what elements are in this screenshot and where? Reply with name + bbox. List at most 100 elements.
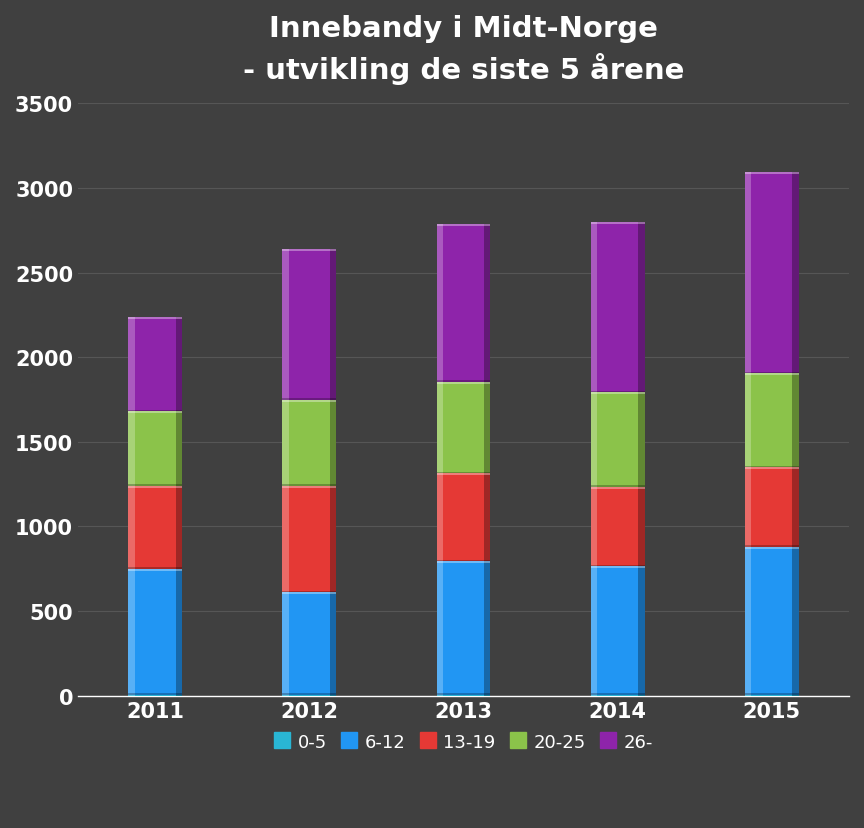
Bar: [436, 695, 443, 696]
Bar: [283, 400, 336, 486]
Bar: [128, 486, 135, 569]
Bar: [792, 695, 799, 696]
Bar: [638, 566, 645, 695]
Bar: [591, 391, 645, 392]
Bar: [792, 547, 799, 695]
Bar: [745, 546, 799, 547]
Bar: [745, 468, 799, 469]
Bar: [175, 317, 182, 412]
Bar: [330, 249, 336, 400]
Bar: [283, 593, 336, 695]
Bar: [745, 173, 799, 175]
Legend: 0-5, 6-12, 13-19, 20-25, 26-: 0-5, 6-12, 13-19, 20-25, 26-: [267, 725, 660, 758]
Bar: [283, 486, 336, 593]
Bar: [128, 568, 182, 569]
Bar: [283, 249, 336, 252]
Bar: [128, 569, 182, 695]
Bar: [128, 569, 182, 571]
Bar: [436, 561, 491, 564]
Bar: [128, 695, 135, 696]
Bar: [128, 317, 182, 320]
Bar: [484, 225, 491, 383]
Bar: [330, 400, 336, 486]
Bar: [591, 695, 645, 696]
Bar: [283, 486, 289, 593]
Bar: [128, 412, 135, 486]
Bar: [283, 695, 289, 696]
Bar: [128, 485, 182, 486]
Bar: [283, 486, 336, 489]
Bar: [330, 593, 336, 695]
Bar: [436, 474, 491, 475]
Bar: [128, 412, 182, 486]
Bar: [128, 695, 182, 696]
Bar: [436, 383, 443, 474]
Bar: [283, 694, 336, 695]
Bar: [283, 593, 336, 595]
Bar: [745, 173, 752, 374]
Bar: [128, 486, 182, 569]
Bar: [175, 486, 182, 569]
Bar: [436, 225, 491, 383]
Bar: [175, 412, 182, 486]
Bar: [591, 392, 597, 487]
Bar: [591, 486, 645, 487]
Bar: [484, 474, 491, 561]
Bar: [283, 485, 336, 486]
Bar: [591, 223, 645, 224]
Bar: [591, 695, 597, 696]
Bar: [128, 412, 182, 414]
Bar: [283, 249, 289, 400]
Bar: [745, 373, 799, 374]
Bar: [745, 468, 752, 547]
Bar: [436, 225, 443, 383]
Bar: [792, 173, 799, 374]
Bar: [128, 411, 182, 412]
Bar: [330, 486, 336, 593]
Bar: [484, 695, 491, 696]
Bar: [591, 566, 597, 695]
Bar: [436, 383, 491, 384]
Bar: [745, 374, 799, 468]
Bar: [745, 694, 799, 695]
Bar: [283, 400, 289, 486]
Bar: [330, 695, 336, 696]
Bar: [484, 383, 491, 474]
Bar: [436, 474, 491, 561]
Bar: [436, 560, 491, 561]
Bar: [283, 400, 336, 402]
Bar: [283, 695, 336, 696]
Bar: [745, 695, 752, 696]
Bar: [436, 472, 491, 474]
Bar: [436, 561, 491, 695]
Bar: [638, 695, 645, 696]
Bar: [128, 569, 135, 695]
Bar: [436, 694, 491, 695]
Bar: [436, 695, 491, 696]
Bar: [128, 486, 182, 489]
Bar: [792, 468, 799, 547]
Bar: [591, 223, 645, 392]
Bar: [638, 223, 645, 392]
Bar: [591, 392, 645, 487]
Bar: [745, 173, 799, 374]
Bar: [283, 249, 336, 400]
Bar: [745, 547, 799, 549]
Bar: [745, 547, 752, 695]
Bar: [591, 223, 597, 392]
Bar: [128, 694, 182, 695]
Bar: [745, 547, 799, 695]
Bar: [283, 399, 336, 400]
Bar: [128, 317, 182, 412]
Bar: [436, 561, 443, 695]
Bar: [591, 487, 645, 489]
Bar: [745, 466, 799, 468]
Bar: [745, 468, 799, 547]
Bar: [745, 695, 799, 696]
Bar: [484, 561, 491, 695]
Bar: [745, 374, 752, 468]
Bar: [591, 694, 645, 695]
Bar: [591, 566, 645, 569]
Title: Innebandy i Midt-Norge
- utvikling de siste 5 årene: Innebandy i Midt-Norge - utvikling de si…: [243, 15, 684, 85]
Bar: [436, 381, 491, 383]
